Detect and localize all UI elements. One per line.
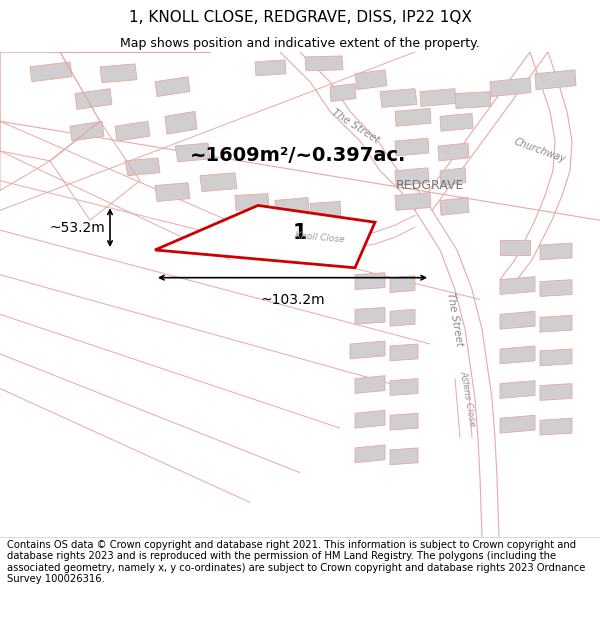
Polygon shape <box>440 198 469 216</box>
Polygon shape <box>175 143 210 162</box>
Text: Contains OS data © Crown copyright and database right 2021. This information is : Contains OS data © Crown copyright and d… <box>7 539 586 584</box>
Polygon shape <box>500 277 535 294</box>
Polygon shape <box>355 272 385 289</box>
Polygon shape <box>540 243 572 260</box>
Text: REDGRAVE: REDGRAVE <box>396 179 464 192</box>
Polygon shape <box>500 240 530 255</box>
Polygon shape <box>390 413 418 430</box>
Polygon shape <box>355 410 385 428</box>
Polygon shape <box>500 381 535 398</box>
Text: The Street: The Street <box>329 107 380 145</box>
Polygon shape <box>420 89 456 106</box>
Text: 1: 1 <box>293 223 307 243</box>
Polygon shape <box>355 308 385 324</box>
Polygon shape <box>100 64 137 82</box>
Polygon shape <box>310 201 341 218</box>
Polygon shape <box>390 276 415 292</box>
Polygon shape <box>355 70 387 89</box>
Polygon shape <box>390 379 418 396</box>
Polygon shape <box>155 182 190 201</box>
Polygon shape <box>355 376 385 394</box>
Polygon shape <box>70 121 104 141</box>
Polygon shape <box>275 198 309 216</box>
Polygon shape <box>165 111 197 134</box>
Text: Map shows position and indicative extent of the property.: Map shows position and indicative extent… <box>120 38 480 51</box>
Polygon shape <box>535 70 576 89</box>
Polygon shape <box>500 415 535 433</box>
Text: ~103.2m: ~103.2m <box>260 292 325 306</box>
Polygon shape <box>125 158 160 176</box>
Polygon shape <box>235 194 269 211</box>
Polygon shape <box>395 168 429 186</box>
Polygon shape <box>438 143 469 161</box>
Polygon shape <box>75 89 112 109</box>
Polygon shape <box>540 349 572 366</box>
Polygon shape <box>305 56 343 71</box>
Polygon shape <box>390 344 418 361</box>
Polygon shape <box>500 311 535 329</box>
Polygon shape <box>330 84 356 101</box>
Polygon shape <box>455 92 491 108</box>
Polygon shape <box>540 315 572 332</box>
Polygon shape <box>540 418 572 435</box>
Polygon shape <box>395 108 431 126</box>
Polygon shape <box>395 138 429 156</box>
Polygon shape <box>440 168 466 186</box>
Polygon shape <box>355 445 385 462</box>
Polygon shape <box>155 77 190 96</box>
Text: ~53.2m: ~53.2m <box>49 221 105 235</box>
Polygon shape <box>115 121 150 141</box>
Text: Aslens Close: Aslens Close <box>458 370 478 427</box>
Polygon shape <box>540 384 572 401</box>
Polygon shape <box>500 346 535 364</box>
Polygon shape <box>390 448 418 465</box>
Text: Knoll Close: Knoll Close <box>295 231 345 245</box>
Polygon shape <box>155 206 375 268</box>
Polygon shape <box>540 279 572 296</box>
Polygon shape <box>390 309 415 326</box>
Polygon shape <box>200 173 237 191</box>
Polygon shape <box>350 341 385 359</box>
Text: Churchway: Churchway <box>513 137 567 165</box>
Polygon shape <box>440 113 473 131</box>
Text: The Street: The Street <box>445 291 464 347</box>
Polygon shape <box>395 192 431 211</box>
Polygon shape <box>30 62 72 82</box>
Text: ~1609m²/~0.397ac.: ~1609m²/~0.397ac. <box>190 146 406 166</box>
Polygon shape <box>255 60 286 76</box>
Text: 1, KNOLL CLOSE, REDGRAVE, DISS, IP22 1QX: 1, KNOLL CLOSE, REDGRAVE, DISS, IP22 1QX <box>128 11 472 26</box>
Polygon shape <box>380 89 417 107</box>
Polygon shape <box>490 78 531 96</box>
